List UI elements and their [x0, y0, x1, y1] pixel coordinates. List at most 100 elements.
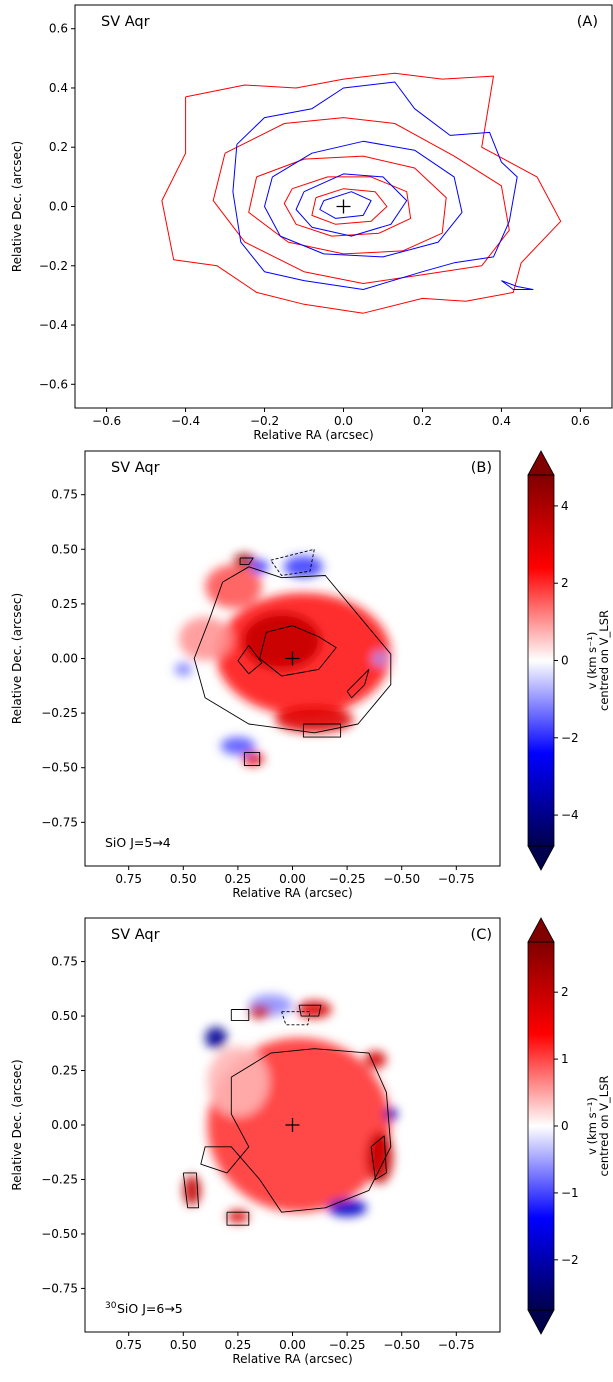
contours	[193, 548, 392, 766]
colorbar-tick-label: 2	[561, 576, 569, 590]
x-tick-label: 0.00	[279, 1338, 306, 1352]
velocity-blob-9	[242, 752, 265, 766]
velocity-blob-2	[183, 1175, 201, 1206]
panel-title: SV Aqr	[101, 14, 150, 30]
x-tick-label: 0.75	[115, 872, 142, 886]
velocity-contour-0	[200, 1048, 392, 1213]
x-tick-label: 0.50	[170, 872, 197, 886]
x-tick-label: 0.2	[413, 414, 432, 428]
velocity-blob-3	[226, 1209, 249, 1224]
y-tick-label: 0.75	[51, 955, 78, 969]
velocity-blob-11	[373, 651, 387, 666]
contour-series1-2	[295, 173, 408, 237]
panel-letter: (C)	[471, 927, 492, 943]
velocity-contour-7	[243, 751, 261, 766]
x-tick-label: −0.6	[92, 414, 121, 428]
contour-series0-4	[311, 188, 388, 225]
velocity-blob-7	[207, 1046, 269, 1117]
y-tick-label: 0.25	[51, 1064, 78, 1078]
x-tick-label: −0.2	[250, 414, 279, 428]
colorbar-tick-label: −1	[561, 1186, 579, 1200]
y-tick-label: −0.50	[41, 1227, 78, 1241]
y-tick-label: −0.2	[39, 259, 68, 273]
velocity-blob-4	[205, 1026, 227, 1049]
molecular-line-annotation: SiO J=6→5	[117, 1301, 183, 1316]
y-tick-label: −0.25	[41, 1172, 78, 1186]
panel-letter: (B)	[471, 460, 492, 476]
x-tick-label: −0.75	[438, 872, 475, 886]
velocity-contour-1	[182, 1172, 200, 1209]
velocity-blob-4	[178, 617, 232, 661]
velocity-blob-10	[248, 1005, 271, 1019]
y-tick-label: −0.4	[39, 318, 68, 332]
x-tick-label: 0.00	[279, 872, 306, 886]
contour-series1-0	[232, 81, 518, 290]
x-tick-label: −0.50	[383, 1338, 420, 1352]
contour-series1-4	[501, 280, 534, 290]
y-tick-label: 0.2	[49, 140, 68, 154]
colorbar-tick-label: 0	[561, 1119, 569, 1133]
x-axis-label: Relative RA (arcsec)	[253, 428, 373, 442]
velocity-contour-3	[346, 668, 370, 699]
colorbar-sublabel: centred on V_LSR	[597, 610, 611, 711]
x-tick-label: 0.25	[225, 1338, 252, 1352]
colorbar-tick-label: −4	[561, 808, 579, 822]
colorbar-extend-max	[527, 917, 555, 943]
y-tick-label: 0.4	[49, 81, 68, 95]
colorbar-extend-max	[527, 450, 555, 476]
velocity-blob-5	[384, 1107, 398, 1121]
y-tick-label: −0.25	[41, 706, 78, 720]
velocity-blob-6	[327, 1199, 367, 1217]
colorbar-tick-label: 1	[561, 1052, 569, 1066]
velocity-blob-11	[364, 1050, 387, 1069]
x-tick-label: 0.4	[492, 414, 511, 428]
velocity-blob-6	[251, 560, 269, 574]
contour-series1-3	[319, 191, 372, 219]
star-position-marker	[285, 651, 300, 666]
contours	[182, 1004, 392, 1226]
velocity-contour-2	[302, 723, 342, 738]
y-tick-label: 0.00	[51, 652, 78, 666]
y-tick-label: 0.6	[49, 22, 68, 36]
y-tick-label: −0.50	[41, 761, 78, 775]
velocity-blob-3	[205, 564, 262, 609]
colorbar-sublabel: centred on V_LSR	[597, 1075, 611, 1176]
y-tick-label: −0.6	[39, 377, 68, 391]
colorbar-tick-label: −2	[561, 1253, 579, 1267]
star-position-marker	[285, 1118, 300, 1132]
colorbar-label: v (km s⁻¹)	[585, 1097, 599, 1155]
colorbar-label: v (km s⁻¹)	[585, 632, 599, 690]
velocity-blob-2	[275, 706, 354, 733]
x-tick-label: −0.75	[438, 1338, 475, 1352]
velocity-contour-4	[237, 644, 263, 675]
panel-b: 0.75 0.50 0.25 0.00 −0.25 −0.50 −0.75 −0.75 −0.5…	[10, 450, 611, 900]
y-tick-label: 0.25	[51, 597, 78, 611]
x-tick-label: −0.25	[329, 872, 366, 886]
x-tick-label: −0.50	[383, 872, 420, 886]
x-tick-label: −0.25	[329, 1338, 366, 1352]
velocity-contour-0	[193, 566, 392, 734]
colorbar-gradient	[528, 475, 554, 846]
panel-title: SV Aqr	[111, 460, 160, 476]
velocity-blob-9	[296, 1000, 332, 1019]
x-tick-label: 0.75	[115, 1338, 142, 1352]
velocity-contour-1	[259, 625, 337, 677]
velocity-blob-8	[220, 737, 256, 755]
contour-series0-2	[248, 155, 447, 255]
velocity-contour-3	[370, 1135, 387, 1180]
velocity-map	[174, 553, 391, 766]
colorbar: −4 −2 0 2 4 v (km s⁻¹)centred on V_LSR	[527, 450, 611, 871]
annotation-isotope-superscript: 30	[105, 1301, 117, 1311]
y-axis-label: Relative Dec. (arcsec)	[10, 141, 24, 272]
colorbar-extend-min	[527, 845, 555, 871]
colorbar-tick-label: 4	[561, 499, 569, 513]
velocity-contour-6	[239, 557, 254, 566]
x-tick-label: −0.4	[171, 414, 200, 428]
x-tick-label: 0.0	[334, 414, 353, 428]
panel-a: −0.6 −0.4 −0.2 0.0 0.2 0.4 0.6 −0.6 −0.4 −0.2 0.0 0…	[10, 4, 613, 442]
colorbar-tick-label: −2	[561, 731, 579, 745]
panel-letter: (A)	[577, 14, 598, 30]
colorbar: −2 −1 0 1 2 v (km s⁻¹)centred on V_LSR	[527, 917, 611, 1335]
colorbar-tick-label: 0	[561, 654, 569, 668]
